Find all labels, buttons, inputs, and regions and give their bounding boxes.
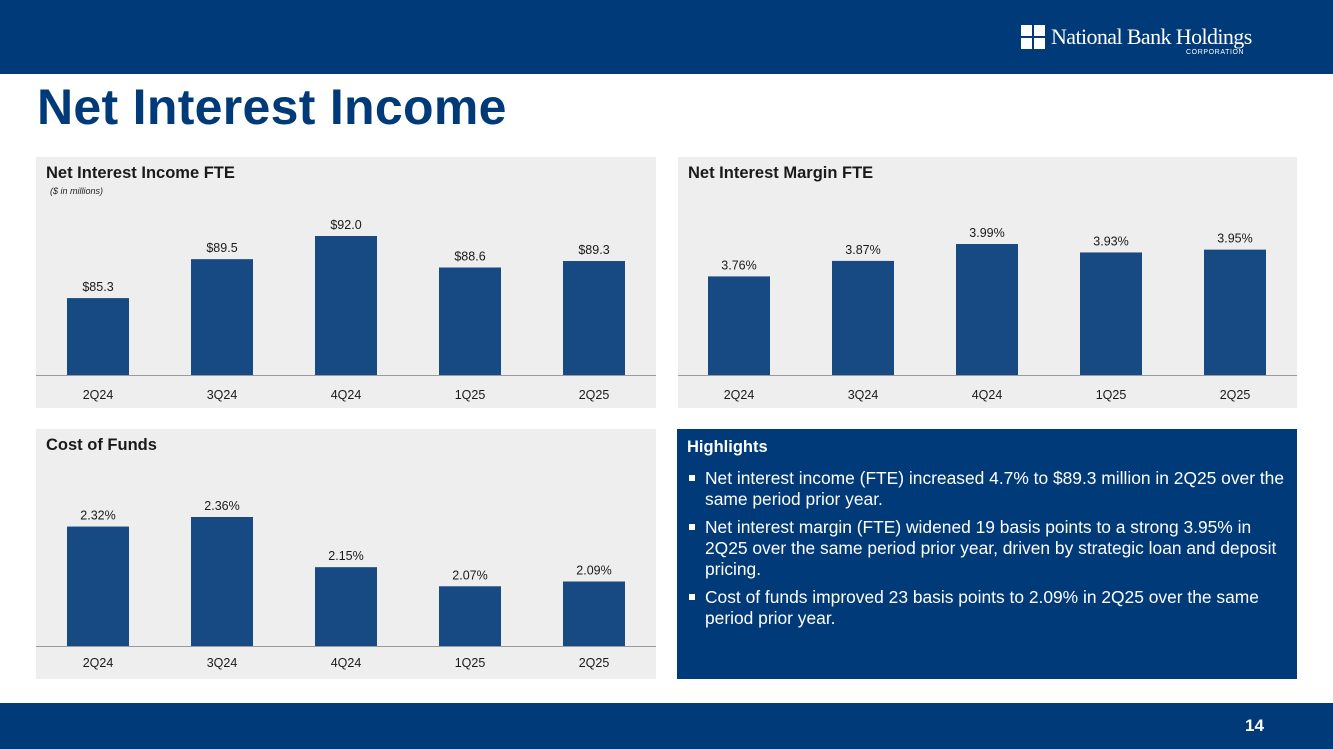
- square-bullet-icon: [689, 475, 695, 481]
- nim-bar-3q24: [832, 260, 894, 375]
- highlight-item: Net interest margin (FTE) widened 19 bas…: [687, 517, 1287, 580]
- cof-bar-2q24: [67, 526, 129, 646]
- nii-bar-1q25: [439, 267, 501, 375]
- nii-data-label: $89.3: [578, 243, 609, 257]
- nii-data-label: $85.3: [82, 280, 113, 294]
- nim-tick-label: 1Q25: [1096, 388, 1127, 402]
- nii-chart: $85.3 2Q24 $89.5 3Q24 $92.0 4Q24 $88.6 1Q25 $89.…: [36, 218, 656, 402]
- nii-tick-label: 3Q24: [207, 388, 238, 402]
- cof-data-label: 2.15%: [328, 549, 363, 563]
- cof-tick-label: 4Q24: [331, 656, 362, 670]
- nim-bar-2q25: [1204, 249, 1266, 375]
- cof-tick-label: 1Q25: [455, 656, 486, 670]
- cof-tick-label: 3Q24: [207, 656, 238, 670]
- cof-chart-title: Cost of Funds: [46, 436, 157, 454]
- nii-tick-label: 2Q24: [83, 388, 114, 402]
- logo-name: National Bank Holdings: [1051, 24, 1252, 49]
- square-bullet-icon: [689, 594, 695, 600]
- nii-data-label: $89.5: [206, 241, 237, 255]
- page-title: Net Interest Income: [37, 79, 507, 135]
- nim-tick-label: 3Q24: [848, 388, 879, 402]
- nii-bar-2q25: [563, 261, 625, 375]
- nii-chart-subtitle: ($ in millions): [50, 186, 104, 196]
- nim-tick-label: 4Q24: [972, 388, 1003, 402]
- cof-data-label: 2.36%: [204, 499, 239, 513]
- nim-data-label: 3.93%: [1093, 234, 1128, 248]
- highlights-title: Highlights: [687, 438, 768, 456]
- highlight-text: Cost of funds improved 23 basis points t…: [705, 587, 1259, 628]
- nii-chart-title: Net Interest Income FTE: [46, 164, 235, 182]
- cof-data-label: 2.09%: [576, 564, 611, 578]
- cof-chart: 2.32% 2Q24 2.36% 3Q24 2.15% 4Q24 2.07% 1Q25 2.09…: [36, 499, 656, 670]
- footer-band: [0, 703, 1333, 749]
- nim-data-label: 3.76%: [721, 258, 756, 272]
- nii-data-label: $92.0: [330, 218, 361, 232]
- highlight-text: Net interest margin (FTE) widened 19 bas…: [705, 517, 1277, 579]
- cof-bar-3q24: [191, 517, 253, 646]
- nii-bar-3q24: [191, 259, 253, 375]
- nim-data-label: 3.87%: [845, 243, 880, 257]
- cof-data-label: 2.32%: [80, 509, 115, 523]
- logo-subtitle: CORPORATION: [1186, 49, 1245, 56]
- highlight-item: Cost of funds improved 23 basis points t…: [687, 587, 1287, 629]
- cof-bar-2q25: [563, 581, 625, 646]
- nim-bar-1q25: [1080, 252, 1142, 375]
- highlight-text: Net interest income (FTE) increased 4.7%…: [705, 468, 1284, 509]
- cof-chart-panel: Cost of Funds 2.32% 2Q24 2.36% 3Q24 2.15% 4Q2…: [36, 429, 656, 679]
- cof-data-label: 2.07%: [452, 568, 487, 582]
- nii-tick-label: 4Q24: [331, 388, 362, 402]
- highlights-list: Net interest income (FTE) increased 4.7%…: [687, 468, 1287, 636]
- nii-data-label: $88.6: [454, 250, 485, 264]
- nim-chart-title: Net Interest Margin FTE: [688, 164, 874, 182]
- nim-tick-label: 2Q24: [724, 388, 755, 402]
- nii-chart-panel: Net Interest Income FTE ($ in millions) …: [36, 157, 656, 408]
- nii-tick-label: 1Q25: [455, 388, 486, 402]
- nii-bar-4q24: [315, 236, 377, 375]
- nim-chart: 3.76% 2Q24 3.87% 3Q24 3.99% 4Q24 3.93% 1Q25 3.95…: [678, 226, 1297, 402]
- nim-chart-panel: Net Interest Margin FTE 3.76% 2Q24 3.87% 3Q…: [678, 157, 1297, 408]
- nim-tick-label: 2Q25: [1220, 388, 1251, 402]
- header-band: National Bank Holdings CORPORATION: [0, 0, 1333, 74]
- nii-tick-label: 2Q25: [579, 388, 610, 402]
- nii-bar-2q24: [67, 298, 129, 375]
- nim-bar-4q24: [956, 244, 1018, 375]
- cof-tick-label: 2Q25: [579, 656, 610, 670]
- cof-bar-4q24: [315, 567, 377, 646]
- highlights-panel: Highlights Net interest income (FTE) inc…: [677, 429, 1297, 679]
- logo-squares-icon: [1021, 25, 1045, 49]
- square-bullet-icon: [689, 524, 695, 530]
- nim-data-label: 3.99%: [969, 226, 1004, 240]
- nim-data-label: 3.95%: [1217, 232, 1252, 246]
- highlight-item: Net interest income (FTE) increased 4.7%…: [687, 468, 1287, 510]
- nim-bar-2q24: [708, 276, 770, 375]
- company-logo: National Bank Holdings CORPORATION: [1021, 22, 1271, 62]
- cof-tick-label: 2Q24: [83, 656, 114, 670]
- cof-bar-1q25: [439, 586, 501, 646]
- page-number: 14: [1245, 716, 1264, 735]
